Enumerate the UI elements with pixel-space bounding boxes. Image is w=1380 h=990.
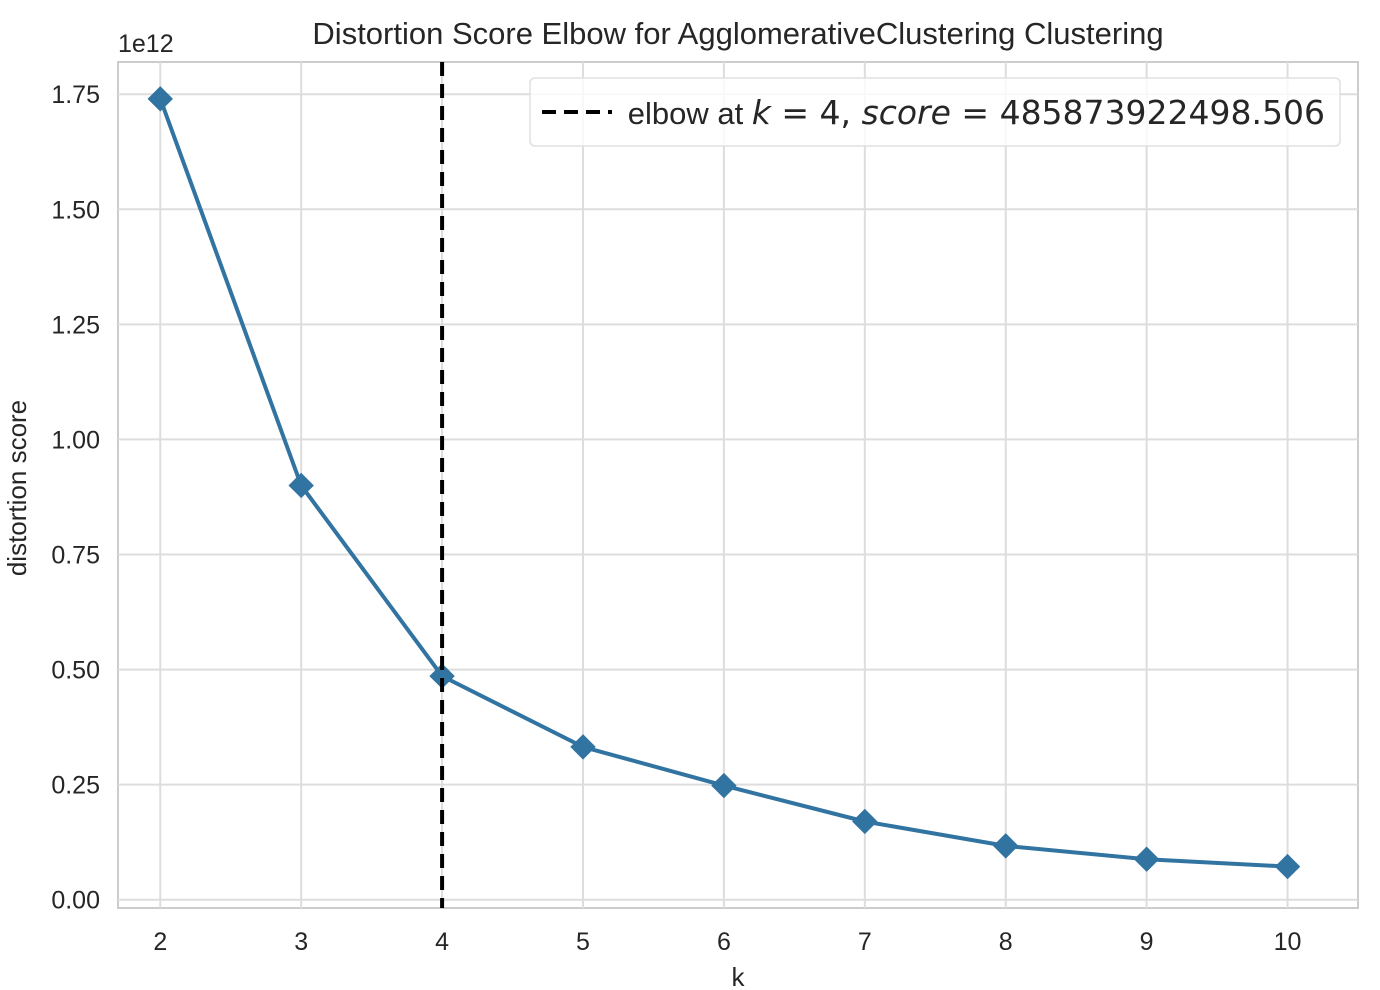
x-tick-label: 10: [1274, 928, 1302, 956]
data-point-marker: [993, 833, 1019, 859]
x-tick-label: 9: [1140, 928, 1154, 956]
data-point-marker: [852, 808, 878, 835]
distortion-series-markers: [147, 86, 1301, 880]
x-axis-title: k: [732, 962, 746, 990]
legend-k-var: k: [752, 93, 773, 132]
y-tick-label: 1.75: [51, 81, 100, 109]
data-point-marker: [1133, 846, 1160, 872]
x-tick-label: 5: [576, 928, 590, 956]
plot-area: [117, 61, 1359, 909]
legend-score-value: = 485873922498.506: [951, 93, 1325, 132]
data-point-marker: [711, 772, 737, 799]
y-tick-label: 0.50: [51, 657, 100, 685]
data-point-marker: [288, 472, 314, 499]
y-tick-label: 0.25: [51, 772, 100, 800]
legend-prefix: elbow at: [628, 96, 752, 131]
x-tick-label: 4: [435, 928, 449, 956]
legend-label: elbow at k = 4, score = 485873922498.506: [628, 93, 1325, 132]
legend-k-value: = 4,: [771, 93, 862, 132]
x-tick-label: 3: [294, 928, 308, 956]
y-offset-label: 1e12: [118, 30, 174, 58]
data-point-marker: [1274, 853, 1301, 880]
legend-score-var: score: [862, 93, 951, 132]
x-tick-label: 2: [153, 928, 167, 956]
y-tick-labels: 0.00 0.25 0.50 0.75 1.00 1.25 1.50 1.75: [51, 81, 100, 914]
y-tick-label: 1.50: [51, 196, 100, 224]
chart-title: Distortion Score Elbow for Agglomerative…: [312, 16, 1163, 51]
y-tick-label: 0.75: [51, 542, 100, 570]
x-tick-label: 7: [858, 928, 872, 956]
x-tick-label: 6: [717, 928, 731, 956]
legend: elbow at k = 4, score = 485873922498.506: [529, 77, 1341, 147]
y-tick-label: 1.00: [51, 426, 100, 454]
y-tick-label: 1.25: [51, 311, 100, 339]
data-point-marker: [147, 86, 173, 112]
x-tick-label: 8: [999, 928, 1013, 956]
x-tick-labels: 2 3 4 5 6 7 8 9 10: [153, 928, 1301, 956]
x-gridlines: [159, 62, 1289, 908]
legend-box: [529, 77, 1341, 147]
data-point-marker: [570, 734, 596, 760]
y-axis-title: distortion score: [2, 400, 32, 576]
y-tick-label: 0.00: [51, 887, 100, 915]
